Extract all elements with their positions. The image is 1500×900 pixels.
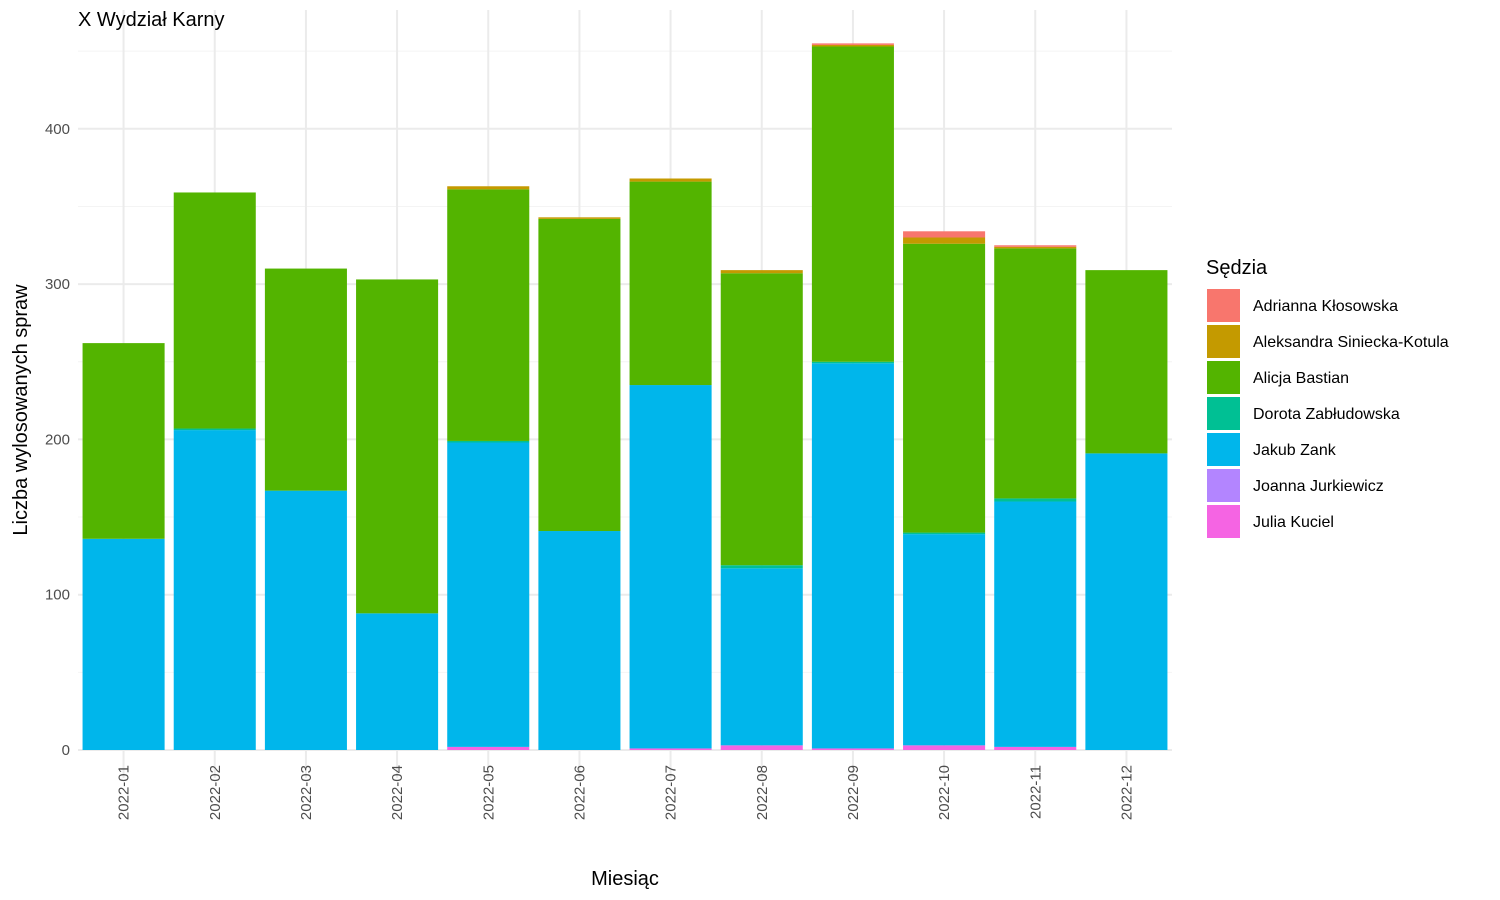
y-tick-label: 400	[45, 121, 70, 138]
bar-segment	[447, 189, 530, 441]
bar-segment	[264, 490, 347, 750]
bar-segment	[629, 178, 712, 182]
x-tick-label: 2022-12	[1118, 765, 1135, 820]
legend-swatch	[1207, 325, 1240, 358]
bar-segment	[356, 613, 439, 750]
bar-segment	[629, 748, 712, 750]
bars	[82, 43, 1168, 750]
bar-segment	[356, 279, 439, 614]
bar-segment	[720, 745, 803, 750]
x-tick-label: 2022-01	[116, 765, 133, 820]
x-tick-label: 2022-06	[571, 765, 588, 820]
bar-segment	[173, 192, 256, 429]
legend-swatch	[1207, 433, 1240, 466]
y-tick-label: 0	[62, 742, 70, 759]
legend-label: Julia Kuciel	[1253, 514, 1334, 531]
bar-segment	[538, 218, 621, 532]
legend-swatch	[1207, 469, 1240, 502]
y-tick-label: 100	[45, 587, 70, 604]
chart-title: X Wydział Karny	[78, 9, 225, 31]
bar-segment	[811, 46, 894, 362]
y-axis-title: Liczba wylosowanych spraw	[10, 284, 32, 536]
legend-swatch	[1207, 289, 1240, 322]
x-tick-label: 2022-07	[663, 765, 680, 820]
legend-title: Sędzia	[1206, 257, 1268, 279]
bar-segment	[720, 565, 803, 569]
legend-swatch	[1207, 361, 1240, 394]
bar-segment	[903, 532, 986, 535]
bar-segment	[903, 745, 986, 750]
bar-segment	[1085, 270, 1168, 454]
x-tick-label: 2022-03	[298, 765, 315, 820]
legend-label: Alicja Bastian	[1253, 370, 1349, 387]
bar-segment	[903, 243, 986, 533]
bar-segment	[903, 231, 986, 238]
bar-segment	[447, 440, 530, 443]
x-tick-label: 2022-04	[389, 765, 406, 820]
y-tick-label: 300	[45, 276, 70, 293]
y-axis-ticks: 0 100 200 300 400	[45, 121, 70, 759]
bar-segment	[447, 186, 530, 190]
y-tick-label: 200	[45, 431, 70, 448]
bar-segment	[538, 217, 621, 219]
bar-segment	[903, 237, 986, 244]
bar-segment	[994, 246, 1077, 249]
bar-segment	[629, 385, 712, 749]
bar-segment	[994, 498, 1077, 502]
legend-swatch	[1207, 505, 1240, 538]
bar-segment	[720, 273, 803, 566]
x-tick-label: 2022-10	[936, 765, 953, 820]
bar-segment	[82, 538, 165, 750]
x-tick-label: 2022-05	[480, 765, 497, 820]
bar-segment	[811, 361, 894, 364]
bar-segment	[1085, 453, 1168, 750]
bar-segment	[994, 746, 1077, 750]
x-tick-label: 2022-11	[1027, 765, 1044, 819]
bar-segment	[811, 44, 894, 47]
bar-segment	[994, 245, 1077, 247]
bar-segment	[994, 501, 1077, 747]
bar-segment	[994, 248, 1077, 499]
bar-segment	[82, 343, 165, 539]
x-tick-label: 2022-02	[207, 765, 224, 820]
x-axis-title: Miesiąc	[591, 868, 659, 890]
legend-label: Aleksandra Siniecka-Kotula	[1253, 334, 1449, 351]
bar-segment	[447, 442, 530, 747]
bar-segment	[903, 534, 986, 746]
bar-segment	[720, 270, 803, 274]
bar-segment	[811, 748, 894, 750]
bar-segment	[264, 268, 347, 491]
bar-segment	[173, 428, 256, 431]
legend-label: Dorota Zabłudowska	[1253, 406, 1400, 423]
legend: Sędzia Adrianna Kłosowska Aleksandra Sini…	[1206, 257, 1449, 538]
legend-items: Adrianna Kłosowska Aleksandra Siniecka-Ko…	[1207, 289, 1449, 538]
legend-label: Joanna Jurkiewicz	[1253, 478, 1384, 495]
bar-segment	[538, 531, 621, 750]
bar-segment	[629, 181, 712, 386]
bar-segment	[720, 568, 803, 746]
legend-swatch	[1207, 397, 1240, 430]
x-axis-ticks: 2022-01 2022-02 2022-03 2022-04 2022-05 2022-…	[116, 765, 1136, 820]
legend-label: Adrianna Kłosowska	[1253, 298, 1398, 315]
x-tick-label: 2022-08	[754, 765, 771, 820]
bar-segment	[811, 363, 894, 749]
bar-segment	[173, 430, 256, 750]
x-tick-label: 2022-09	[845, 765, 862, 820]
bar-segment	[447, 746, 530, 750]
bar-segment	[811, 43, 894, 45]
legend-label: Jakub Zank	[1253, 442, 1337, 459]
